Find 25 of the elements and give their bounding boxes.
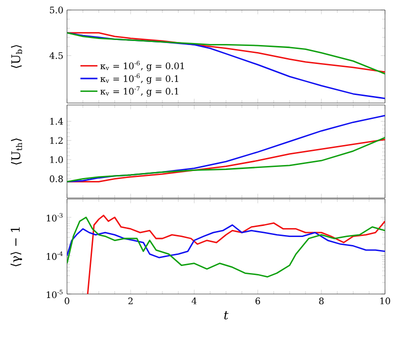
- y-tick-label: 10$^{-3}$: [46, 213, 63, 222]
- legend-label: κ$_{v}$ = 10$^{-6}$, g = 0.01: [100, 60, 184, 72]
- y-tick-label: 1.2: [50, 137, 63, 144]
- y-axis-title: ⟨U$_{b}$⟩: [11, 45, 22, 68]
- x-tick-label: 6: [256, 298, 260, 304]
- x-tick-label: 4: [192, 298, 197, 304]
- y-axis-title: ⟨U$_{th}$⟩: [11, 138, 22, 165]
- x-tick-label: 8: [319, 298, 324, 304]
- y-tick-label: 1.0: [50, 156, 63, 164]
- legend-label: κ$_{v}$ = 10$^{-6}$, g = 0.1: [100, 74, 178, 84]
- x-tick-label: 10: [380, 298, 390, 304]
- x-axis-title: t: [224, 311, 228, 320]
- x-tick-label: 0: [64, 298, 70, 304]
- y-tick-label: 5.0: [50, 6, 63, 14]
- line-series: [67, 224, 386, 258]
- y-axis-title: ⟨γ⟩ − 1: [10, 227, 22, 266]
- legend-label: κ$_{v}$ = 10$^{-7}$, g = 0.1: [100, 86, 178, 97]
- x-tick-label: 2: [128, 298, 133, 304]
- y-tick-label: 1.4: [50, 118, 64, 125]
- y-tick-label: 10$^{-5}$: [46, 290, 63, 298]
- line-series: [86, 214, 386, 294]
- y-tick-label: 10$^{-4}$: [46, 251, 63, 260]
- y-tick-label: 4.5: [50, 52, 63, 59]
- y-tick-label: 0.8: [50, 175, 63, 182]
- line-series: [67, 216, 386, 278]
